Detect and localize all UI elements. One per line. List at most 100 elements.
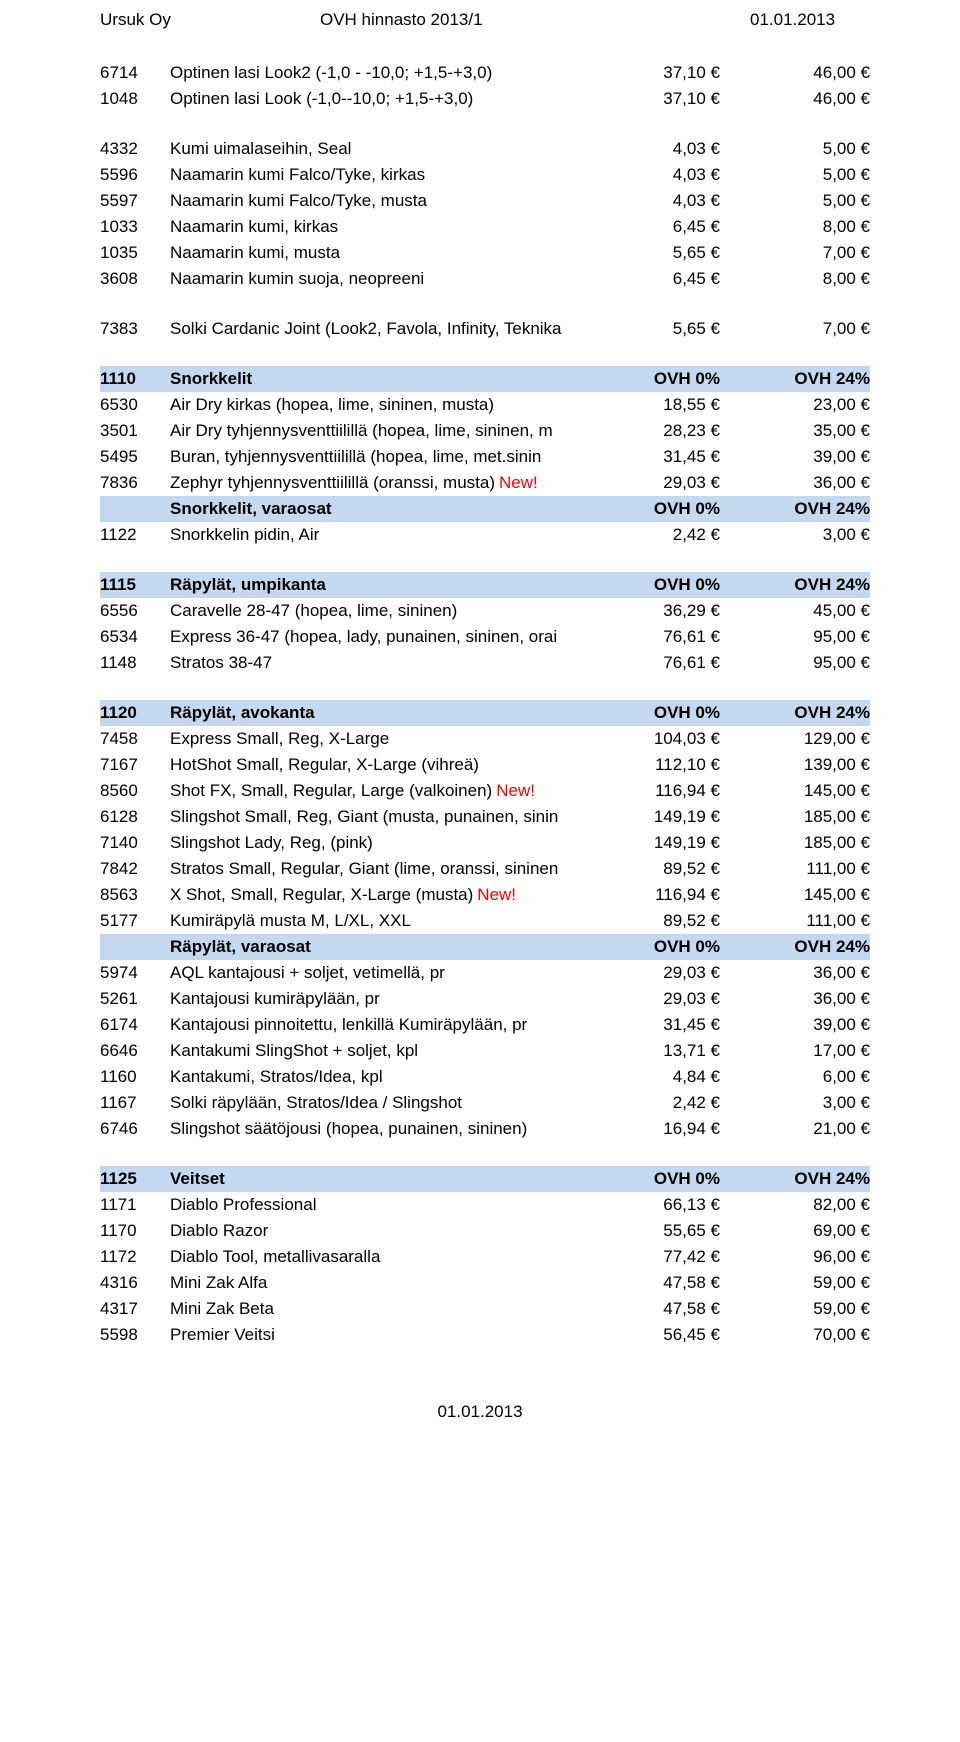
table-row: 6128Slingshot Small, Reg, Giant (musta, …	[100, 804, 870, 830]
price0-cell: 77,42 €	[590, 1244, 740, 1270]
code-cell: 8563	[100, 882, 170, 908]
table-row: 5261Kantajousi kumiräpylään, pr29,03 €36…	[100, 986, 870, 1012]
code-cell: 5598	[100, 1322, 170, 1348]
price0-cell: 36,29 €	[590, 598, 740, 624]
table-row: 5974AQL kantajousi + soljet, vetimellä, …	[100, 960, 870, 986]
section-header-row: 1110SnorkkelitOVH 0%OVH 24%	[100, 366, 870, 392]
code-cell: 1160	[100, 1064, 170, 1090]
price24-cell: 45,00 €	[740, 598, 870, 624]
price0-cell: 116,94 €	[590, 778, 740, 804]
price0-cell: 89,52 €	[590, 908, 740, 934]
price0-cell: 5,65 €	[590, 316, 740, 342]
desc-cell: Premier Veitsi	[170, 1322, 590, 1348]
price24-cell: 36,00 €	[740, 470, 870, 496]
desc-text: Optinen lasi Look2 (-1,0 - -10,0; +1,5-+…	[170, 63, 492, 82]
code-cell: 6556	[100, 598, 170, 624]
header-center: OVH hinnasto 2013/1	[320, 10, 750, 30]
table-row: 1048Optinen lasi Look (-1,0--10,0; +1,5-…	[100, 86, 870, 112]
desc-cell: Caravelle 28-47 (hopea, lime, sininen)	[170, 598, 590, 624]
table-row: 1170Diablo Razor55,65 €69,00 €	[100, 1218, 870, 1244]
code-cell: 1120	[100, 700, 170, 726]
desc-cell: Air Dry tyhjennysventtiilillä (hopea, li…	[170, 418, 590, 444]
price0-cell: 149,19 €	[590, 804, 740, 830]
price24-cell: 95,00 €	[740, 624, 870, 650]
code-cell: 4332	[100, 136, 170, 162]
price24-cell: 5,00 €	[740, 136, 870, 162]
table-row: 1035Naamarin kumi, musta5,65 €7,00 €	[100, 240, 870, 266]
section-header-row: Snorkkelit, varaosatOVH 0%OVH 24%	[100, 496, 870, 522]
price0-cell: 2,42 €	[590, 522, 740, 548]
code-cell: 1115	[100, 572, 170, 598]
code-cell: 1110	[100, 366, 170, 392]
desc-text: Diablo Professional	[170, 1195, 316, 1214]
table-row: 1167Solki räpylään, Stratos/Idea / Sling…	[100, 1090, 870, 1116]
footer: 01.01.2013	[0, 1372, 960, 1432]
desc-text: Air Dry kirkas (hopea, lime, sininen, mu…	[170, 395, 494, 414]
price24-cell: 59,00 €	[740, 1270, 870, 1296]
desc-cell: Optinen lasi Look2 (-1,0 - -10,0; +1,5-+…	[170, 60, 590, 86]
price0-cell: 29,03 €	[590, 960, 740, 986]
price0-cell: 16,94 €	[590, 1116, 740, 1142]
code-cell: 8560	[100, 778, 170, 804]
desc-cell: Kumi uimalaseihin, Seal	[170, 136, 590, 162]
price24-cell: 69,00 €	[740, 1218, 870, 1244]
table-row: 7836Zephyr tyhjennysventtiilillä (oranss…	[100, 470, 870, 496]
desc-text: Snorkkelit, varaosat	[170, 499, 332, 518]
code-cell: 5974	[100, 960, 170, 986]
price24-cell: OVH 24%	[740, 1166, 870, 1192]
price24-cell: 95,00 €	[740, 650, 870, 676]
price24-cell: 145,00 €	[740, 778, 870, 804]
price24-cell: 70,00 €	[740, 1322, 870, 1348]
code-cell: 1148	[100, 650, 170, 676]
desc-text: Kantakumi SlingShot + soljet, kpl	[170, 1041, 418, 1060]
price0-cell: 89,52 €	[590, 856, 740, 882]
desc-text: HotShot Small, Regular, X-Large (vihreä)	[170, 755, 479, 774]
table-row: 7167HotShot Small, Regular, X-Large (vih…	[100, 752, 870, 778]
desc-text: Diablo Razor	[170, 1221, 268, 1240]
code-cell: 7836	[100, 470, 170, 496]
price0-cell: 6,45 €	[590, 214, 740, 240]
price24-cell: 21,00 €	[740, 1116, 870, 1142]
price24-cell: 3,00 €	[740, 1090, 870, 1116]
table-row: 6646Kantakumi SlingShot + soljet, kpl13,…	[100, 1038, 870, 1064]
price0-cell: 47,58 €	[590, 1270, 740, 1296]
price0-cell: 104,03 €	[590, 726, 740, 752]
section-header-row: 1125VeitsetOVH 0%OVH 24%	[100, 1166, 870, 1192]
desc-text: Express 36-47 (hopea, lady, punainen, si…	[170, 627, 557, 646]
desc-cell: Shot FX, Small, Regular, Large (valkoine…	[170, 778, 590, 804]
price0-cell: 31,45 €	[590, 444, 740, 470]
desc-text: Express Small, Reg, X-Large	[170, 729, 389, 748]
table-row: 6746Slingshot säätöjousi (hopea, punaine…	[100, 1116, 870, 1142]
price0-cell: 29,03 €	[590, 470, 740, 496]
desc-text: Mini Zak Alfa	[170, 1273, 267, 1292]
code-cell: 7140	[100, 830, 170, 856]
desc-cell: Slingshot Lady, Reg, (pink)	[170, 830, 590, 856]
desc-text: Optinen lasi Look (-1,0--10,0; +1,5-+3,0…	[170, 89, 473, 108]
price24-cell: 185,00 €	[740, 830, 870, 856]
desc-text: Räpylät, varaosat	[170, 937, 311, 956]
table-row: 7458Express Small, Reg, X-Large104,03 €1…	[100, 726, 870, 752]
desc-cell: Stratos Small, Regular, Giant (lime, ora…	[170, 856, 590, 882]
page-header: Ursuk Oy OVH hinnasto 2013/1 01.01.2013	[0, 0, 960, 60]
price24-cell: 8,00 €	[740, 266, 870, 292]
code-cell: 3608	[100, 266, 170, 292]
code-cell	[100, 934, 170, 960]
desc-cell: Express Small, Reg, X-Large	[170, 726, 590, 752]
price24-cell: OVH 24%	[740, 496, 870, 522]
desc-text: Buran, tyhjennysventtiilillä (hopea, lim…	[170, 447, 541, 466]
desc-cell: HotShot Small, Regular, X-Large (vihreä)	[170, 752, 590, 778]
table-row: 4316Mini Zak Alfa47,58 €59,00 €	[100, 1270, 870, 1296]
price24-cell: 111,00 €	[740, 856, 870, 882]
price24-cell: 145,00 €	[740, 882, 870, 908]
desc-text: Solki Cardanic Joint (Look2, Favola, Inf…	[170, 319, 562, 338]
desc-cell: Diablo Tool, metallivasaralla	[170, 1244, 590, 1270]
code-cell: 1048	[100, 86, 170, 112]
price24-cell: OVH 24%	[740, 572, 870, 598]
desc-text: Snorkkelin pidin, Air	[170, 525, 319, 544]
price0-cell: 28,23 €	[590, 418, 740, 444]
code-cell: 1033	[100, 214, 170, 240]
desc-text: Räpylät, umpikanta	[170, 575, 326, 594]
desc-text: Veitset	[170, 1169, 225, 1188]
price24-cell: 7,00 €	[740, 240, 870, 266]
desc-text: Mini Zak Beta	[170, 1299, 274, 1318]
